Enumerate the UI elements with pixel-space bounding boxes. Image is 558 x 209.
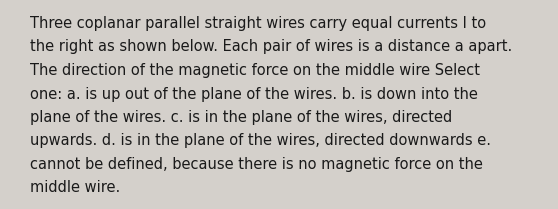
Text: Three coplanar parallel straight wires carry equal currents I to: Three coplanar parallel straight wires c… xyxy=(30,16,486,31)
Text: upwards. d. is in the plane of the wires, directed downwards e.: upwards. d. is in the plane of the wires… xyxy=(30,134,491,149)
Text: one: a. is up out of the plane of the wires. b. is down into the: one: a. is up out of the plane of the wi… xyxy=(30,87,478,102)
Text: plane of the wires. c. is in the plane of the wires, directed: plane of the wires. c. is in the plane o… xyxy=(30,110,452,125)
Text: cannot be defined, because there is no magnetic force on the: cannot be defined, because there is no m… xyxy=(30,157,483,172)
Text: the right as shown below. Each pair of wires is a distance a apart.: the right as shown below. Each pair of w… xyxy=(30,40,512,55)
Text: middle wire.: middle wire. xyxy=(30,181,121,195)
Text: The direction of the magnetic force on the middle wire Select: The direction of the magnetic force on t… xyxy=(30,63,480,78)
